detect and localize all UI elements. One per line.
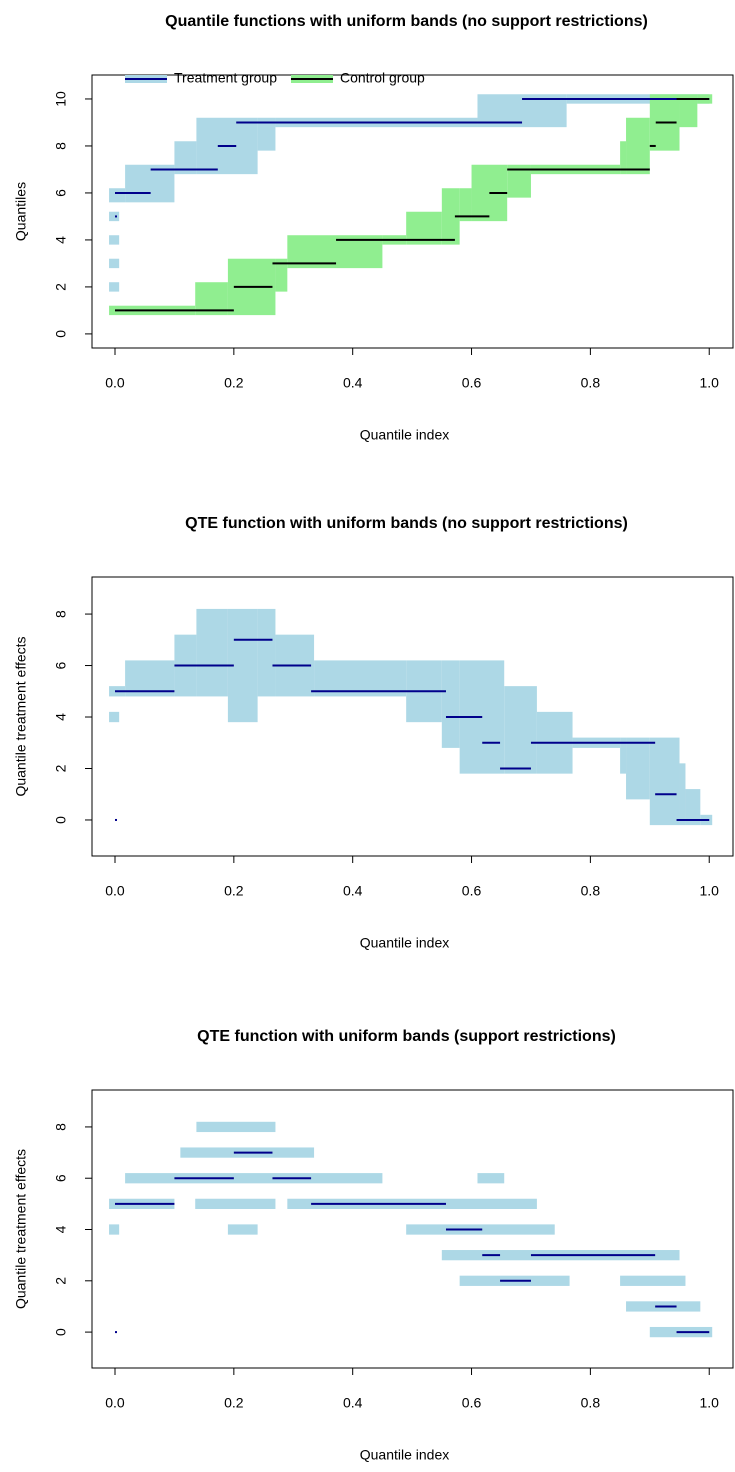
band (620, 1275, 686, 1286)
x-tick-label: 0.0 (105, 1395, 125, 1411)
y-tick-label: 8 (53, 1123, 69, 1131)
legend-label: Treatment group (174, 70, 277, 86)
band (649, 737, 680, 826)
band (257, 608, 276, 697)
x-axis-label: Quantile index (360, 1447, 450, 1463)
y-tick-label: 6 (53, 661, 69, 669)
band (195, 1198, 276, 1209)
panel: QTE function with uniform bands (no supp… (13, 515, 734, 951)
band (620, 141, 627, 175)
x-tick-label: 0.6 (462, 375, 482, 391)
y-axis-label: Quantiles (13, 182, 29, 241)
y-tick-label: 8 (53, 610, 69, 618)
band (679, 94, 698, 128)
x-tick-label: 0.0 (105, 883, 125, 899)
band (109, 711, 120, 723)
band (477, 1173, 505, 1184)
x-tick-label: 0.8 (581, 375, 601, 391)
panel: QTE function with uniform bands (support… (13, 1028, 734, 1463)
x-tick-label: 0.2 (224, 883, 244, 899)
x-tick-label: 1.0 (699, 375, 719, 391)
panel: Quantile functions with uniform bands (n… (13, 13, 734, 443)
band (109, 1224, 120, 1235)
band (441, 188, 460, 245)
band (196, 1121, 276, 1133)
band (109, 258, 120, 269)
x-tick-label: 0.2 (224, 1395, 244, 1411)
band (109, 211, 120, 222)
y-tick-label: 0 (53, 816, 69, 824)
chart-title: QTE function with uniform bands (no supp… (185, 515, 628, 532)
band (125, 164, 175, 203)
band (125, 1173, 383, 1184)
band (275, 258, 288, 292)
plot-frame (91, 74, 734, 349)
band (626, 737, 650, 800)
x-tick-label: 0.4 (343, 883, 363, 899)
band (626, 117, 650, 175)
plot-frame (91, 576, 734, 857)
x-tick-label: 1.0 (699, 883, 719, 899)
x-axis-label: Quantile index (360, 935, 450, 951)
x-tick-label: 0.0 (105, 375, 125, 391)
x-tick-label: 0.6 (462, 1395, 482, 1411)
band (441, 660, 460, 748)
y-tick-label: 0 (53, 1328, 69, 1336)
plot-frame (91, 1089, 734, 1369)
band (257, 117, 276, 151)
band (109, 235, 120, 245)
band (109, 282, 120, 292)
x-tick-label: 1.0 (699, 1395, 719, 1411)
x-tick-label: 0.8 (581, 1395, 601, 1411)
y-tick-label: 6 (53, 1174, 69, 1182)
y-tick-label: 2 (53, 1277, 69, 1285)
y-tick-label: 8 (53, 142, 69, 150)
legend-label: Control group (340, 70, 425, 86)
band (504, 686, 537, 774)
chart-title: QTE function with uniform bands (support… (197, 1028, 616, 1045)
y-tick-label: 4 (53, 236, 69, 244)
x-tick-label: 0.4 (343, 1395, 363, 1411)
band (174, 141, 197, 175)
band (507, 164, 531, 198)
y-tick-label: 2 (53, 764, 69, 772)
y-tick-label: 6 (53, 189, 69, 197)
x-axis-label: Quantile index (360, 427, 450, 443)
y-tick-label: 4 (53, 713, 69, 721)
x-tick-label: 0.6 (462, 883, 482, 899)
y-tick-label: 2 (53, 283, 69, 291)
y-axis-label: Quantile treatment effects (13, 636, 29, 796)
y-tick-label: 4 (53, 1225, 69, 1233)
band (459, 188, 472, 222)
band (679, 763, 686, 826)
band (620, 737, 627, 774)
y-tick-label: 0 (53, 330, 69, 338)
y-tick-label: 10 (53, 91, 69, 107)
y-axis-label: Quantile treatment effects (13, 1149, 29, 1309)
x-tick-label: 0.8 (581, 883, 601, 899)
band (685, 789, 701, 826)
band (196, 608, 228, 697)
band (109, 188, 126, 203)
band (227, 1224, 258, 1235)
x-tick-label: 0.2 (224, 375, 244, 391)
chart-title: Quantile functions with uniform bands (n… (165, 13, 648, 30)
x-tick-label: 0.4 (343, 375, 363, 391)
